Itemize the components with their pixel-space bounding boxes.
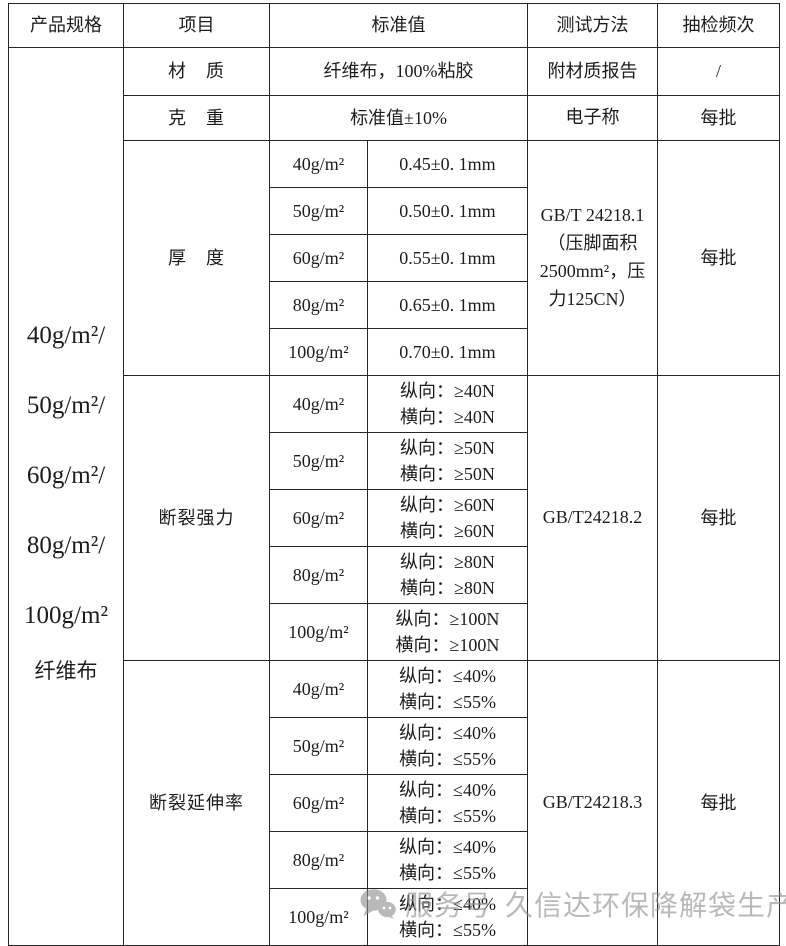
method-cell: 附材质报告	[527, 47, 658, 96]
value-md: 纵向：≤40%	[399, 894, 496, 914]
spec-cell: 50g/m²	[269, 432, 368, 490]
freq-cell: /	[657, 47, 780, 96]
value-md: 纵向：≥60N	[400, 495, 495, 515]
table-row-strength: 80g/m² 纵向：≥80N 横向：≥80N	[9, 546, 780, 604]
value-cd: 横向：≥80N	[400, 578, 495, 598]
spec-cell: 60g/m²	[269, 489, 368, 547]
value-md: 纵向：≥40N	[400, 381, 495, 401]
spec-cell: 100g/m²	[269, 888, 368, 946]
header-product-spec: 产品规格	[8, 3, 124, 48]
table-row-elongation: 50g/m² 纵向：≤40% 横向：≤55%	[9, 717, 780, 775]
header-item: 项目	[123, 3, 270, 48]
product-spec-line: 40g/m²/	[26, 321, 106, 349]
item-cell-elongation: 断裂延伸率	[123, 660, 270, 946]
spec-cell: 50g/m²	[269, 187, 368, 235]
value-cd: 横向：≤55%	[399, 692, 496, 712]
value-cell: 0.65±0. 1mm	[367, 281, 528, 329]
item-cell-thickness: 厚 度	[123, 140, 270, 376]
freq-cell: 每批	[657, 95, 780, 141]
value-cd: 横向：≥50N	[400, 464, 495, 484]
value-cell: 0.45±0. 1mm	[367, 140, 528, 188]
table-row-thickness: 厚 度 40g/m² 0.45±0. 1mm GB/T 24218.1（压脚面积…	[9, 140, 780, 376]
value-cd: 横向：≤55%	[399, 749, 496, 769]
header-sampling-frequency: 抽检频次	[657, 3, 780, 48]
spec-cell: 50g/m²	[269, 717, 368, 775]
table-row-strength: 50g/m² 纵向：≥50N 横向：≥50N	[9, 432, 780, 490]
item-cell-weight: 克 重	[123, 95, 270, 141]
spec-cell: 100g/m²	[269, 603, 368, 661]
table-row-thickness: 100g/m² 0.70±0. 1mm	[9, 328, 780, 376]
value-md: 纵向：≤40%	[399, 837, 496, 857]
table-row-elongation: 断裂延伸率 40g/m² 纵向：≤40% 横向：≤55% GB/T24218.3 …	[9, 660, 780, 946]
freq-cell: 每批	[657, 140, 780, 376]
value-md: 纵向：≤40%	[399, 780, 496, 800]
value-cd: 横向：≥100N	[395, 635, 500, 655]
value-md: 纵向：≥50N	[400, 438, 495, 458]
product-spec-suffix: 纤维布	[34, 659, 98, 684]
header-row: 产品规格 项目 标准值 测试方法 抽检频次	[8, 3, 780, 48]
header-standard-value: 标准值	[269, 3, 528, 48]
value-cell: 0.70±0. 1mm	[367, 328, 528, 376]
value-cd: 横向：≥40N	[400, 407, 495, 427]
spec-cell: 40g/m²	[269, 140, 368, 188]
product-spec-line: 100g/m²	[24, 601, 108, 629]
spec-cell: 40g/m²	[269, 660, 368, 718]
item-cell-material: 材 质	[123, 47, 270, 96]
spec-cell: 80g/m²	[269, 546, 368, 604]
table-row-thickness: 60g/m² 0.55±0. 1mm	[9, 234, 780, 282]
item-cell-strength: 断裂强力	[123, 375, 270, 661]
product-spec-line: 80g/m²/	[26, 531, 106, 559]
value-cell: 纤维布，100%粘胶	[269, 47, 528, 96]
spec-table: 产品规格 项目 标准值 测试方法 抽检频次 40g/m²/ 50g/m²/ 60…	[8, 3, 780, 946]
value-md: 纵向：≥80N	[400, 552, 495, 572]
method-cell: GB/T 24218.1（压脚面积2500mm²，压力125CN）	[527, 140, 658, 376]
value-md: 纵向：≤40%	[399, 666, 496, 686]
value-cell: 0.55±0. 1mm	[367, 234, 528, 282]
product-spec-cell: 40g/m²/ 50g/m²/ 60g/m²/ 80g/m²/ 100g/m² …	[8, 47, 124, 946]
freq-cell: 每批	[657, 660, 780, 946]
table-row-strength: 断裂强力 40g/m² 纵向：≥40N 横向：≥40N GB/T24218.2 每…	[9, 375, 780, 661]
product-spec-line: 60g/m²/	[26, 461, 106, 489]
value-cd: 横向：≤55%	[399, 920, 496, 940]
spec-cell: 80g/m²	[269, 831, 368, 889]
spec-cell: 100g/m²	[269, 328, 368, 376]
table-row-weight: 克 重 标准值±10% 电子称 每批	[9, 95, 780, 141]
table-row-strength: 100g/m² 纵向：≥100N 横向：≥100N	[9, 603, 780, 661]
table-row-strength: 60g/m² 纵向：≥60N 横向：≥60N	[9, 489, 780, 547]
value-md: 纵向：≤40%	[399, 723, 496, 743]
table-row-thickness: 50g/m² 0.50±0. 1mm	[9, 187, 780, 235]
table-row-thickness: 80g/m² 0.65±0. 1mm	[9, 281, 780, 329]
spec-cell: 80g/m²	[269, 281, 368, 329]
value-cell: 0.50±0. 1mm	[367, 187, 528, 235]
freq-cell: 每批	[657, 375, 780, 661]
table-row-elongation: 80g/m² 纵向：≤40% 横向：≤55%	[9, 831, 780, 889]
method-cell: GB/T24218.2	[527, 375, 658, 661]
header-test-method: 测试方法	[527, 3, 658, 48]
table-row-material: 40g/m²/ 50g/m²/ 60g/m²/ 80g/m²/ 100g/m² …	[8, 47, 780, 946]
spec-cell: 40g/m²	[269, 375, 368, 433]
value-cell: 标准值±10%	[269, 95, 528, 141]
spec-cell: 60g/m²	[269, 774, 368, 832]
method-cell: GB/T24218.3	[527, 660, 658, 946]
product-spec-line: 50g/m²/	[26, 391, 106, 419]
value-cd: 横向：≤55%	[399, 806, 496, 826]
value-cd: 横向：≤55%	[399, 863, 496, 883]
value-md: 纵向：≥100N	[395, 609, 500, 629]
method-cell: 电子称	[527, 95, 658, 141]
spec-cell: 60g/m²	[269, 234, 368, 282]
value-cd: 横向：≥60N	[400, 521, 495, 541]
